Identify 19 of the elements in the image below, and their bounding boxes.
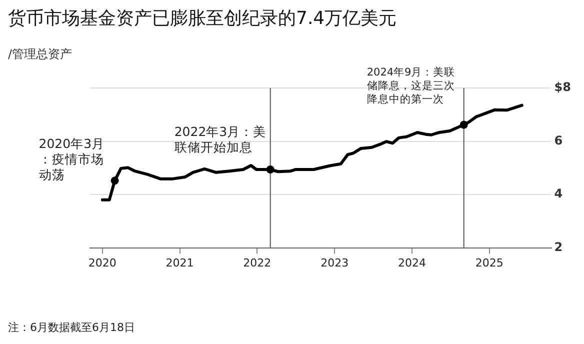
x-tick-label: 2022 [243,256,272,270]
x-tick-label: 2023 [320,256,349,270]
chart-subtitle: /管理总资产 [8,46,72,63]
x-tick-label: 2025 [475,256,504,270]
annotation: 2024年9月：美联储降息，这是三次降息中的第一次 [366,66,456,106]
point [110,176,119,185]
point [266,166,274,174]
annotation: 2022年3月：美联储开始加息 [174,124,266,154]
y-tick-label: 2 [554,240,563,254]
annotation: 2020年3月：疫情市场动荡 [38,136,105,182]
y-tick-label: 6 [554,133,563,148]
x-tick-label: 2024 [398,256,426,270]
x-tick-label: 2020 [88,256,116,270]
y-tick-label: $8 [554,80,572,94]
point [460,120,468,129]
chart-title: 货币市场基金资产已膨胀至创纪录的7.4万亿美元 [8,7,397,30]
y-tick-label: 4 [554,186,563,201]
x-tick-label: 2021 [166,256,194,270]
text: 注：6月数据截至6月18日 [8,320,135,335]
